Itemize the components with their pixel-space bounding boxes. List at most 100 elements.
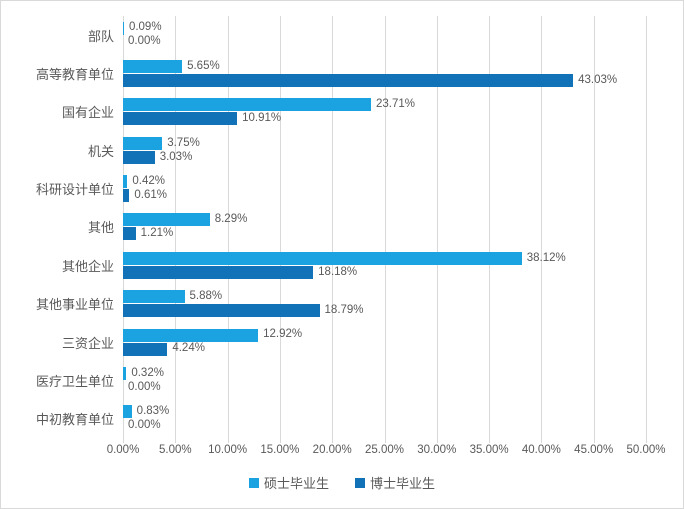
bar-line: 3.03% <box>123 150 646 164</box>
x-tick-label: 40.00% <box>521 444 561 456</box>
category-label: 中初教育单位 <box>35 412 114 428</box>
x-axis: 0.00% 5.00% 10.00% 15.00% 20.00% 25.00% 30.00%… <box>107 444 666 460</box>
value-label: 23.71% <box>376 98 416 111</box>
x-tick-label: 45.00% <box>574 444 614 456</box>
legend-item: 博士毕业生 <box>355 473 435 492</box>
master-series-bar <box>123 175 128 189</box>
category-label: 医疗卫生单位 <box>35 373 114 389</box>
bar-group: 0.83% 0.00% <box>123 400 646 438</box>
bar-line: 0.00% <box>123 419 646 432</box>
category-label: 三资企业 <box>61 335 114 351</box>
value-label: 8.29% <box>214 213 248 226</box>
x-tick-label: 5.00% <box>158 444 192 456</box>
x-tick-label: 35.00% <box>469 444 509 456</box>
x-tick-label: 15.00% <box>260 444 300 456</box>
category-label: 科研设计单位 <box>35 182 114 198</box>
master-series-bar <box>123 405 132 419</box>
category-label: 其他企业 <box>61 258 114 274</box>
category-label: 高等教育单位 <box>35 67 114 83</box>
value-label: 38.12% <box>526 251 566 264</box>
master-series-bar <box>123 98 371 112</box>
value-label: 0.32% <box>131 366 164 379</box>
value-label: 3.03% <box>159 150 193 163</box>
category-labels: 部队 高等教育单位 国有企业 机关 科研设计单位 其他 其他企业 其他事业单位 三资企业 医疗卫生… <box>1 16 123 438</box>
bar-group: 12.92% 4.24% <box>123 323 646 361</box>
value-label: 0.00% <box>128 419 161 432</box>
x-tick-label: 25.00% <box>364 444 405 456</box>
bar-line: 18.18% <box>123 265 646 279</box>
gridline <box>332 16 334 443</box>
value-label: 0.00% <box>128 380 161 393</box>
master-series-bar <box>123 136 163 150</box>
chart-body: 部队 高等教育单位 国有企业 机关 科研设计单位 其他 其他企业 其他事业单位 三资企业 医疗卫生… <box>1 16 647 443</box>
doctor-series-bar <box>123 189 130 203</box>
doctor-series-bar <box>123 74 574 88</box>
plot-area: 0.09% 0.00% 5.65% 43.03% 23.71% 10.91% 3.75% 3.… <box>123 16 647 443</box>
category-label: 机关 <box>87 143 114 159</box>
bar-line: 12.92% <box>123 328 646 342</box>
master-series-bar <box>123 213 210 227</box>
x-tick-label: 0.00% <box>106 444 140 456</box>
value-label: 0.61% <box>134 188 167 201</box>
bar-line: 0.42% <box>123 175 646 189</box>
value-label: 43.03% <box>578 73 618 86</box>
x-tick-label: 20.00% <box>312 444 352 456</box>
legend-label: 硕士毕业生 <box>263 476 329 491</box>
x-tick-label: 50.00% <box>626 444 666 456</box>
value-label: 3.75% <box>167 136 200 149</box>
value-label: 4.24% <box>172 342 205 355</box>
gridline <box>646 16 647 443</box>
bar-group: 3.75% 3.03% <box>123 131 646 169</box>
x-tick-label: 10.00% <box>208 444 248 456</box>
legend-swatch <box>248 477 259 488</box>
bar-line: 3.75% <box>123 136 646 150</box>
legend-label: 博士毕业生 <box>370 476 436 491</box>
bar-group: 0.09% 0.00% <box>123 16 646 54</box>
bar-line: 0.00% <box>123 381 646 394</box>
bar-group: 38.12% 18.18% <box>123 246 646 284</box>
x-tick-label: 30.00% <box>417 444 457 456</box>
bar-line: 5.65% <box>123 60 646 74</box>
bar-line: 5.88% <box>123 289 646 304</box>
master-series-bar <box>123 366 127 380</box>
gridline <box>384 16 386 443</box>
bar-group: 5.65% 43.03% <box>123 54 646 92</box>
legend-item: 硕士毕业生 <box>248 473 329 492</box>
master-series-bar <box>123 251 522 265</box>
bar-line: 0.61% <box>123 188 646 203</box>
bar-line: 4.24% <box>123 342 646 356</box>
value-label: 0.00% <box>128 35 161 48</box>
gridline <box>593 16 595 443</box>
doctor-series-bar <box>123 342 168 356</box>
bar-line: 38.12% <box>123 251 646 265</box>
bar-line: 23.71% <box>123 98 646 112</box>
doctor-series-bar <box>123 265 314 279</box>
bar-group: 5.88% 18.79% <box>123 285 646 323</box>
gridline <box>541 16 543 443</box>
category-label: 其他事业单位 <box>35 297 114 313</box>
bar-group: 0.42% 0.61% <box>123 169 646 207</box>
bar-line: 1.21% <box>123 227 646 241</box>
value-label: 5.88% <box>189 289 223 302</box>
gridline <box>227 16 229 443</box>
value-label: 0.09% <box>128 21 162 34</box>
doctor-series-bar <box>123 227 136 241</box>
doctor-series-bar <box>123 150 155 164</box>
bar-line: 0.00% <box>123 36 646 49</box>
bar-line: 0.32% <box>123 366 646 380</box>
bar-line: 0.83% <box>123 405 646 419</box>
master-series-bar <box>123 21 124 35</box>
category-label: 其他 <box>87 220 114 236</box>
value-label: 1.21% <box>140 227 174 240</box>
bar-line: 43.03% <box>123 73 646 88</box>
value-label: 12.92% <box>263 328 303 341</box>
legend-swatch <box>355 477 365 488</box>
value-label: 18.18% <box>318 265 358 278</box>
gridline <box>436 16 438 443</box>
gridline <box>489 16 491 443</box>
bar-line: 8.29% <box>123 213 646 227</box>
master-series-bar <box>123 328 259 342</box>
bar-line: 18.79% <box>123 304 646 318</box>
value-label: 0.83% <box>136 405 170 418</box>
